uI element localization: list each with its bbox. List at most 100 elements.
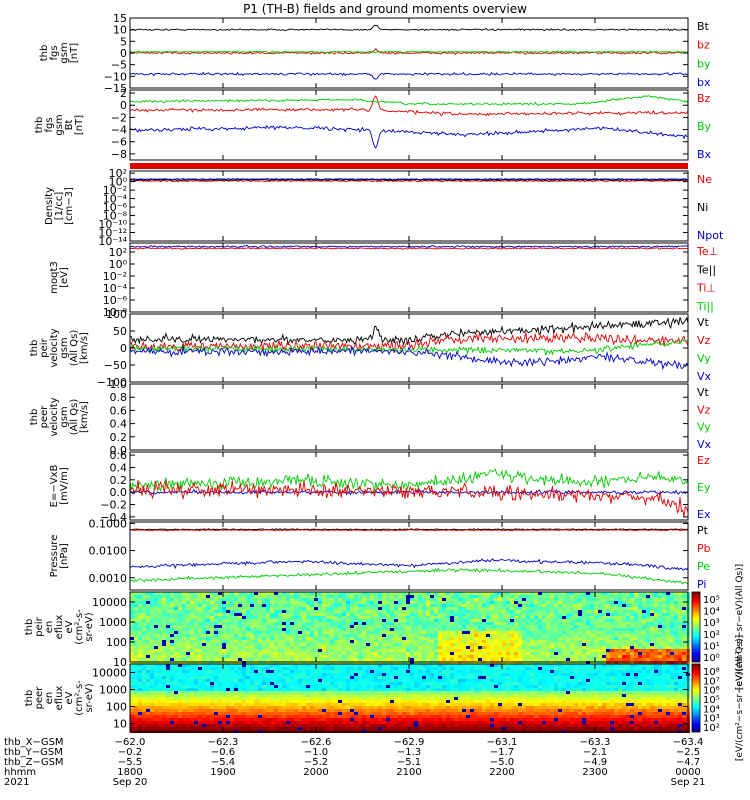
heatmap-cell	[298, 667, 302, 670]
heatmap-cell	[470, 613, 474, 616]
heatmap-cell	[218, 628, 222, 631]
heatmap-cell	[250, 682, 254, 685]
heatmap-cell	[678, 652, 682, 655]
heatmap-cell	[330, 643, 334, 646]
heatmap-cell	[450, 640, 454, 643]
heatmap-cell	[402, 652, 406, 655]
heatmap-cell	[238, 664, 242, 667]
heatmap-cell	[282, 622, 286, 625]
heatmap-cell	[390, 640, 394, 643]
heatmap-cell	[510, 625, 514, 628]
heatmap-cell	[570, 649, 574, 652]
heatmap-cell	[322, 721, 326, 724]
heatmap-cell	[394, 625, 398, 628]
heatmap-cell	[178, 631, 182, 634]
heatmap-cell	[558, 634, 562, 637]
heatmap-cell	[682, 631, 686, 634]
heatmap-cell	[666, 646, 670, 649]
heatmap-cell	[342, 604, 346, 607]
legend-label: Pe	[697, 560, 710, 573]
heatmap-cell	[318, 727, 322, 730]
heatmap-cell	[462, 604, 466, 607]
heatmap-cell	[466, 601, 470, 604]
heatmap-cell	[194, 691, 198, 694]
heatmap-cell	[182, 607, 186, 610]
heatmap-cell	[358, 652, 362, 655]
heatmap-cell	[222, 724, 226, 727]
heatmap-cell	[138, 706, 142, 709]
heatmap-cell	[570, 598, 574, 601]
heatmap-cell	[378, 631, 382, 634]
heatmap-cell	[218, 655, 222, 658]
heatmap-cell	[266, 619, 270, 622]
heatmap-cell	[142, 679, 146, 682]
heatmap-cell	[270, 619, 274, 622]
heatmap-cell	[234, 691, 238, 694]
heatmap-cell	[642, 592, 646, 595]
heatmap-cell	[178, 598, 182, 601]
heatmap-cell	[462, 625, 466, 628]
heatmap-cell	[182, 622, 186, 625]
heatmap-cell	[490, 619, 494, 622]
heatmap-cell	[582, 658, 586, 661]
heatmap-cell	[382, 658, 386, 661]
y-axis-label: Bt	[64, 120, 75, 131]
heatmap-cell	[226, 694, 230, 697]
heatmap-cell	[678, 622, 682, 625]
heatmap-cell	[550, 643, 554, 646]
heatmap-cell	[158, 625, 162, 628]
heatmap-cell	[242, 685, 246, 688]
heatmap-cell	[194, 712, 198, 715]
colorbar-swatch	[692, 649, 700, 650]
heatmap-cell	[570, 610, 574, 613]
heatmap-cell	[498, 616, 502, 619]
heatmap-cell	[414, 601, 418, 604]
heatmap-cell	[570, 658, 574, 661]
heatmap-cell	[534, 649, 538, 652]
heatmap-cell	[206, 601, 210, 604]
heatmap-cell	[474, 655, 478, 658]
heatmap-cell	[210, 607, 214, 610]
heatmap-cell	[382, 610, 386, 613]
heatmap-cell	[578, 634, 582, 637]
heatmap-cell	[194, 706, 198, 709]
heatmap-cell	[522, 607, 526, 610]
heatmap-cell	[242, 631, 246, 634]
heatmap-cell	[214, 676, 218, 679]
heatmap-cell	[218, 601, 222, 604]
y-tick-label: −2	[111, 111, 127, 124]
heatmap-cell	[674, 604, 678, 607]
heatmap-cell	[198, 655, 202, 658]
heatmap-cell	[502, 649, 506, 652]
heatmap-cell	[562, 607, 566, 610]
colorbar-swatch	[692, 602, 700, 603]
heatmap-cell	[450, 613, 454, 616]
heatmap-cell	[462, 622, 466, 625]
heatmap-cell	[166, 628, 170, 631]
heatmap-cell	[586, 613, 590, 616]
heatmap-cell	[286, 658, 290, 661]
heatmap-cell	[258, 595, 262, 598]
heatmap-cell	[310, 652, 314, 655]
heatmap-cell	[274, 709, 278, 712]
heatmap-cell	[226, 721, 230, 724]
heatmap-cell	[242, 646, 246, 649]
heatmap-cell	[426, 598, 430, 601]
heatmap-cell	[662, 658, 666, 661]
heatmap-cell	[522, 598, 526, 601]
heatmap-cell	[410, 610, 414, 613]
heatmap-cell	[174, 592, 178, 595]
heatmap-cell	[458, 619, 462, 622]
heatmap-cell	[202, 700, 206, 703]
heatmap-cell	[442, 619, 446, 622]
heatmap-cell	[402, 604, 406, 607]
heatmap-cell	[642, 601, 646, 604]
heatmap-cell	[234, 715, 238, 718]
heatmap-cell	[294, 727, 298, 730]
heatmap-cell	[350, 658, 354, 661]
heatmap-cell	[142, 697, 146, 700]
heatmap-cell	[306, 718, 310, 721]
heatmap-cell	[158, 607, 162, 610]
heatmap-cell	[246, 682, 250, 685]
heatmap-cell	[482, 604, 486, 607]
